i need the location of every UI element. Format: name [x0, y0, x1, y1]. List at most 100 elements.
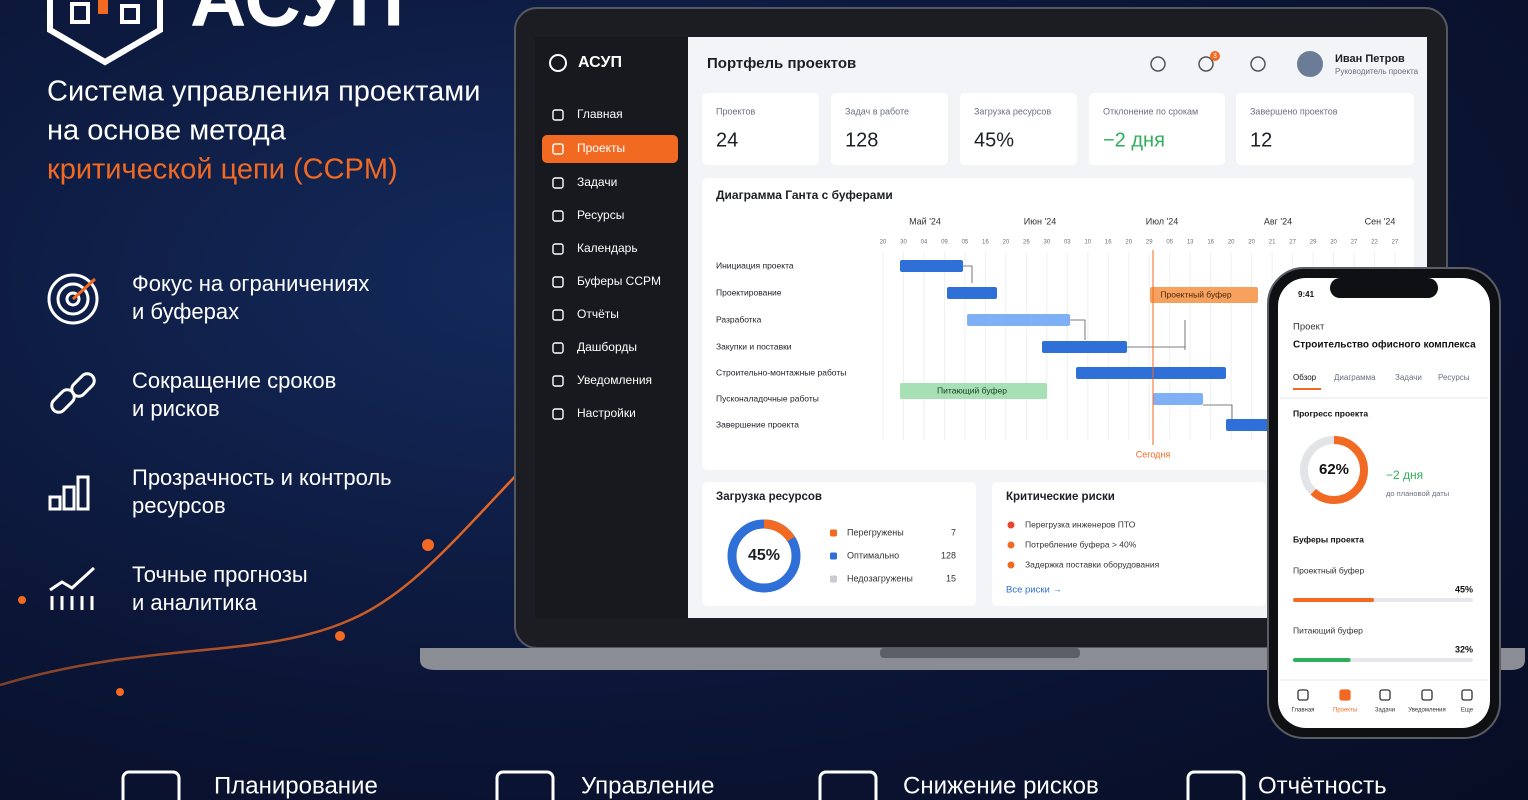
legend-name: Оптимально [847, 550, 899, 560]
avatar [1297, 51, 1323, 77]
month-label: Июн '24 [1024, 216, 1056, 226]
buffers-title: Буферы проекта [1293, 534, 1364, 544]
donut-segment [763, 519, 795, 542]
nav-icon [1339, 689, 1351, 701]
task-label: Завершение проекта [716, 419, 799, 429]
menu-item[interactable]: Настройки [577, 406, 636, 420]
feature-text: Фокус на ограничениях [132, 271, 369, 296]
project-buffer [1150, 287, 1258, 303]
phone-tab[interactable]: Задачи [1395, 373, 1422, 382]
badge [1210, 51, 1220, 61]
buffer-label: 45% [1455, 584, 1473, 594]
risk-item: Перегрузка инженеров ПТО [1025, 519, 1136, 529]
feature-icon [49, 566, 96, 610]
day-label: 20 [1228, 240, 1235, 246]
kpi-card [831, 93, 948, 165]
laptop-notch [880, 648, 1080, 658]
day-label: 05 [1166, 240, 1173, 246]
day-label: 26 [1023, 240, 1030, 246]
menu-item[interactable]: Календарь [577, 241, 638, 255]
menu-item[interactable]: Уведомления [577, 373, 652, 387]
deviation: −2 дня [1386, 468, 1423, 482]
menu-icon [552, 375, 564, 387]
menu-item[interactable]: Главная [577, 107, 623, 121]
feature-text: и рисков [132, 396, 220, 421]
bottom-icon [495, 770, 555, 800]
task-label: Закупки и поставки [716, 341, 792, 351]
menu-item[interactable]: Задачи [577, 175, 617, 189]
nav-label[interactable]: Еще [1461, 708, 1474, 714]
header-icon [1250, 56, 1266, 72]
menu-item[interactable]: Проекты [577, 141, 625, 155]
feature-text: и буферах [132, 299, 239, 324]
menu-icon [552, 143, 564, 155]
kpi-label: Отклонение по срокам [1103, 106, 1198, 116]
risks-title: Критические риски [1006, 491, 1115, 503]
risk-dot [1007, 541, 1015, 549]
sidebar [535, 37, 688, 618]
risks-link[interactable]: Все риски → [1006, 585, 1062, 596]
day-label: 20 [1125, 240, 1132, 246]
logo-mark [70, 2, 140, 24]
task-label: Инициация проекта [716, 260, 794, 270]
day-label: 03 [1064, 240, 1071, 246]
buffer-label: 32% [1455, 644, 1473, 654]
day-label: 30 [900, 240, 907, 246]
menu-icon [552, 177, 564, 189]
brand-icon [549, 54, 567, 72]
brand-title: АСУП [190, 0, 404, 43]
icon-part [76, 475, 90, 511]
phone-tab[interactable]: Диаграмма [1334, 373, 1376, 382]
day-label: 20 [1248, 240, 1255, 246]
logo-accent [98, 0, 108, 14]
kpi-label: Завершено проектов [1250, 106, 1338, 116]
phone-tab[interactable]: Ресурсы [1438, 373, 1470, 382]
phone-tab[interactable]: Обзор [1293, 373, 1317, 382]
icon-part [62, 485, 76, 511]
menu-icon [552, 309, 564, 321]
menu-active [542, 135, 678, 163]
day-label: 30 [1043, 240, 1050, 246]
task-label: Разработка [716, 314, 762, 324]
gantt-title: Диаграмма Ганта с буферами [716, 188, 893, 202]
menu-item[interactable]: Отчёты [577, 307, 619, 321]
nav-label[interactable]: Уведомления [1408, 708, 1446, 714]
day-label: 13 [1187, 240, 1194, 246]
day-label: 05 [962, 240, 969, 246]
nav-icon [1461, 689, 1473, 701]
bottom-label: Отчётность [1258, 772, 1387, 799]
header-icon [1150, 56, 1166, 72]
nav-label[interactable]: Задачи [1375, 708, 1395, 714]
nav-icon [1297, 689, 1309, 701]
day-label: 27 [1289, 240, 1296, 246]
menu-item[interactable]: Ресурсы [577, 208, 624, 222]
buffer-bar [1293, 598, 1374, 602]
feature-icon [48, 475, 90, 511]
nav-label[interactable]: Главная [1292, 708, 1315, 714]
legend-name: Перегружены [847, 527, 904, 537]
phone-notch [1330, 278, 1438, 298]
feature-text: Точные прогнозы [132, 562, 308, 587]
badge-count: 3 [1213, 53, 1217, 60]
risks-card [992, 482, 1266, 606]
left-column: АСУП Система управления проектами на основ… [47, 0, 1387, 800]
bottom-icon [818, 770, 878, 800]
dependency [963, 265, 973, 283]
header-icon [1198, 56, 1214, 72]
day-label: 20 [1330, 240, 1337, 246]
day-label: 10 [1084, 240, 1091, 246]
menu-icon [552, 342, 564, 354]
donut-center: 45% [748, 547, 780, 564]
menu-item[interactable]: Дашборды [577, 340, 637, 354]
menu-item[interactable]: Буферы CCPM [577, 274, 661, 288]
dependency [1203, 404, 1233, 419]
progress-title: Прогресс проекта [1293, 408, 1368, 418]
resources-title: Загрузка ресурсов [716, 491, 822, 503]
feature-text: ресурсов [132, 493, 226, 518]
buffer-bar [1293, 658, 1351, 662]
risk-item: Задержка поставки оборудования [1025, 559, 1160, 569]
phone-ui: 9:41 Проект Строительство офисного комплек… [1280, 290, 1488, 714]
menu-icon [552, 109, 564, 121]
nav-label[interactable]: Проекты [1333, 708, 1357, 714]
